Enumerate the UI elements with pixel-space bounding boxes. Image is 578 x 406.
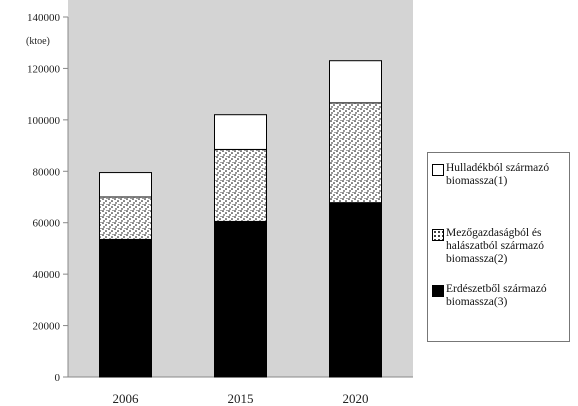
y-tick-label: 140000 xyxy=(27,12,61,24)
legend: Hulladékból származó biomassza(1) Mezőga… xyxy=(427,152,570,342)
bar-segment-2006-agriculture xyxy=(99,196,152,240)
y-tick-label: 100000 xyxy=(27,115,61,127)
bar-segment-2020-forestry xyxy=(329,202,382,378)
legend-label-forestry: Erdészetből származó biomassza(3) xyxy=(446,283,547,308)
bar-segment-2020-agriculture xyxy=(329,102,382,204)
bar-segment-2006-forestry xyxy=(99,238,152,378)
legend-swatch-waste xyxy=(432,164,444,176)
y-tick-label: 60000 xyxy=(33,218,61,230)
bar-segment-2015-agriculture xyxy=(214,148,267,222)
legend-label-agriculture: Mezőgazdaságból és halászatból származó … xyxy=(446,227,545,265)
x-tick-label: 2020 xyxy=(343,391,369,406)
x-tick-label: 2006 xyxy=(113,391,140,406)
y-tick-label: 120000 xyxy=(27,63,61,75)
bar-segment-2006-waste xyxy=(99,172,152,198)
y-tick-label: 80000 xyxy=(33,166,61,178)
legend-label-waste: Hulladékból származó biomassza(1) xyxy=(446,162,550,187)
bar-segment-2020-waste xyxy=(329,60,382,104)
y-tick-label: 20000 xyxy=(33,321,61,333)
x-tick-label: 2015 xyxy=(228,391,254,406)
y-unit-label: (ktoe) xyxy=(26,36,50,47)
legend-swatch-forestry xyxy=(432,285,444,297)
y-tick-label: 40000 xyxy=(33,269,61,281)
bar-segment-2015-waste xyxy=(214,114,267,150)
bar-segment-2015-forestry xyxy=(214,220,267,378)
y-tick-label: 0 xyxy=(55,372,61,384)
legend-swatch-agriculture xyxy=(432,229,444,241)
